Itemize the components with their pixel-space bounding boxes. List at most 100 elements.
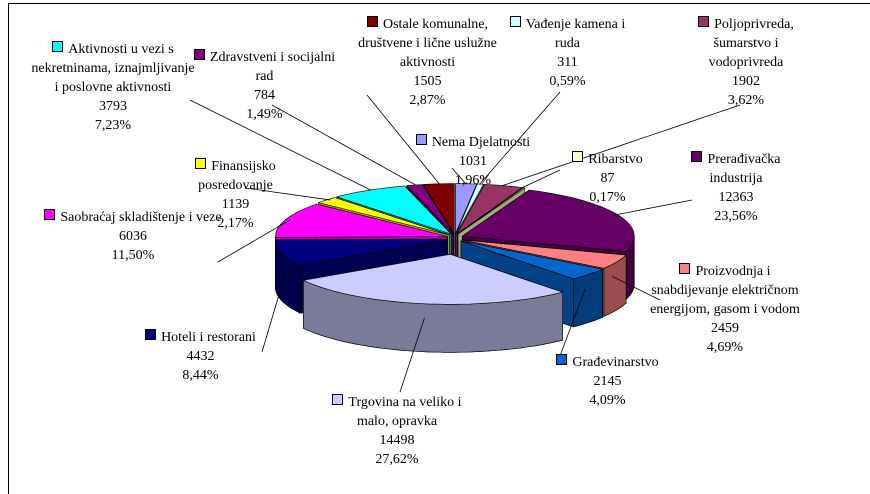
slice-value: 87 [600,171,615,186]
slice-percent: 3,62% [727,93,765,108]
leader-line [366,94,440,185]
slice-name: Nema Djelatnosti [431,135,531,150]
legend-swatch [556,354,568,365]
slice [461,189,635,252]
slice-percent: 1,96% [454,173,492,188]
slice-percent: 0,17% [589,190,626,205]
legend-swatch [44,209,56,220]
slice [460,240,603,280]
slice-label: Trgovina na veliko i malo, opravka 14498 2… [322,393,472,469]
slice-percent: 2,87% [409,93,446,108]
leader-line [217,219,291,263]
leader-line [244,187,331,201]
leader-line [521,169,561,189]
slice-label: Vađenje kamena i ruda 311 0,59% [500,15,635,91]
leader-line [451,167,467,184]
slice-value: 1902 [732,74,760,89]
slice-percent: 4,09% [589,393,626,408]
slice-percent: 8,44% [182,368,219,383]
slice-percent: 7,23% [94,118,132,133]
pie [275,183,635,353]
leader-line [479,91,561,185]
leader-line [261,267,288,353]
slice-name: Saobraćaj skladištenje i veze [60,210,222,225]
slice-name: Ostale komunalne, društvene i lične uslu… [358,17,497,70]
slice-label: Proizvodnja i snabdijevanje električnom … [650,262,800,357]
leader-line [611,275,661,301]
slice [275,203,448,238]
slice-value: 6036 [119,229,147,244]
slice-label: Građevinarstvo 2145 4,09% [545,353,670,410]
legend-swatch [52,41,64,52]
slice-name: Zdravstveni i socijalni rad [209,50,336,84]
slice-name: Ribarstvo [588,152,643,167]
slice-percent: 0,59% [549,74,586,89]
slice-percent: 23,56% [714,209,758,224]
slice [461,239,627,269]
slice-value: 14498 [379,433,415,448]
slice-name: Hoteli i restorani [161,330,256,345]
legend-swatch [193,49,205,60]
slice-value: 12363 [718,190,754,205]
legend-swatch [195,158,207,169]
slice-value: 2145 [593,374,622,389]
leader-line [559,288,586,357]
slice-percent: 27,62% [375,452,419,467]
leader-line [399,317,425,393]
slice [336,185,452,235]
slice [455,183,477,234]
slice-name: Proizvodnja i snabdijevanje električnom … [650,264,800,317]
slice-label: Nema Djelatnosti 1031 1,96% [398,133,548,190]
slice-percent: 11,50% [111,248,155,263]
slice [406,184,454,235]
legend-swatch [572,151,584,162]
leader-line [189,99,372,191]
slice-label: Prerađivačka industrija 12363 23,56% [676,150,796,226]
slice-label: Finansijsko posredovanje 1139 2,17% [178,157,293,233]
slice-value: 1139 [221,197,250,212]
slice-name: Građevinarstvo [572,355,659,370]
slice-value: 2459 [711,321,739,336]
legend-swatch [509,16,521,27]
legend-swatch [691,151,703,162]
slice-label: Zdravstveni i socijalni rad 784 1,49% [192,48,337,124]
slice [275,238,448,266]
slice-label: Hoteli i restorani 4432 8,44% [128,328,273,385]
slice-label: Ribarstvo 87 0,17% [560,150,655,207]
slice-percent: 2,17% [217,216,254,231]
legend-swatch [679,263,691,274]
slice [318,197,450,236]
slice-label: Poljoprivreda, šumarstvo i vodoprivreda 1… [676,15,816,110]
legend-swatch [415,134,427,145]
slice-name: Vađenje kamena i ruda [525,17,626,51]
slice-value: 311 [557,55,578,70]
legend-swatch [145,329,157,340]
slice-percent: 4,69% [706,340,744,355]
slice-name: Finansijsko posredovanje [198,159,276,193]
slice-name: Trgovina na veliko i malo, opravka [348,395,462,429]
leader-line [613,199,693,216]
slice [457,187,526,235]
slice-name: Prerađivačka industrija [707,152,781,186]
slice-value: 1505 [413,74,442,89]
slice-value: 784 [254,88,275,103]
slice-value: 3793 [99,99,127,114]
slice-name: Aktivnosti u vezi s nekretninama, iznajm… [31,42,195,95]
slice-label: Saobraćaj skladištenje i veze 6036 11,50% [38,208,228,265]
slice-label: Aktivnosti u vezi s nekretninama, iznajm… [28,40,198,135]
slice-name: Poljoprivreda, šumarstvo i vodoprivreda [708,17,794,70]
slice-value: 4432 [186,349,215,364]
leader-line [271,104,416,186]
slice [456,184,523,235]
legend-swatch [698,16,710,27]
chart-frame [8,3,870,494]
legend-swatch [367,16,378,27]
slice-value: 1031 [459,154,487,169]
slice [303,253,563,305]
slice-label: Ostale komunalne, društvene i lične uslu… [350,15,505,110]
slice [455,183,484,234]
slice-percent: 1,49% [246,107,283,122]
leader-line [502,104,741,187]
